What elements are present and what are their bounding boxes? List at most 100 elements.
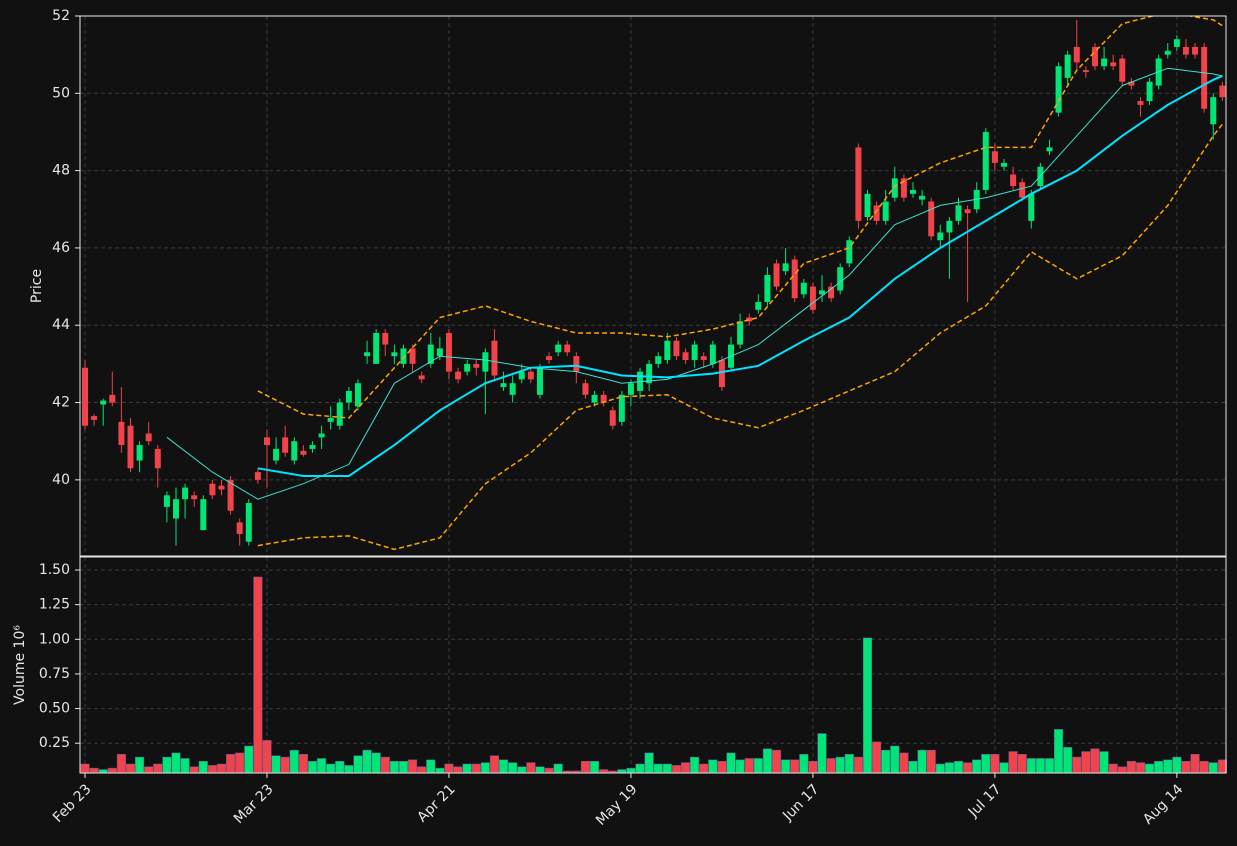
volume-bar xyxy=(926,749,936,774)
candle-body xyxy=(318,433,325,438)
candle-body xyxy=(1073,46,1080,63)
volume-bar xyxy=(872,741,882,774)
volume-bar xyxy=(153,763,163,774)
moving-average xyxy=(166,67,1223,500)
candle-body xyxy=(1201,46,1208,109)
candle-body xyxy=(1019,182,1026,198)
candle-body xyxy=(864,193,871,218)
volume-bar xyxy=(89,767,99,774)
volume-bar xyxy=(599,769,609,774)
volume-bar xyxy=(944,762,954,774)
volume-bar xyxy=(1145,763,1155,774)
volume-bar xyxy=(990,754,1000,774)
volume-bar xyxy=(180,758,190,774)
volume-bar xyxy=(744,758,754,774)
volume-bar xyxy=(1154,760,1164,774)
volume-bar xyxy=(253,576,263,774)
volume-bar xyxy=(1090,748,1100,774)
volume-bar xyxy=(580,760,590,774)
candle-body xyxy=(582,383,589,395)
volume-bar xyxy=(644,752,654,774)
candle-body xyxy=(227,479,234,511)
volume-bar xyxy=(1099,751,1109,774)
y-axis-label: Price xyxy=(29,269,45,303)
candle-body xyxy=(937,232,944,241)
volume-bar xyxy=(753,758,763,774)
candle-body xyxy=(791,259,798,299)
y-tick-label: 0.25 xyxy=(39,735,70,751)
volume-bar xyxy=(1017,754,1027,774)
y-tick-label: 42 xyxy=(52,395,70,411)
volume-bar xyxy=(353,755,363,774)
volume-bar xyxy=(853,756,863,774)
volume-bar xyxy=(189,766,199,774)
candle-body xyxy=(518,371,525,380)
candle-body xyxy=(354,383,361,407)
candle-body xyxy=(991,151,998,163)
volume-bar xyxy=(226,754,236,774)
candle-body xyxy=(209,483,216,496)
volume-bar xyxy=(135,756,145,774)
candle-body xyxy=(245,503,252,542)
candle-body xyxy=(455,371,462,380)
volume-bar xyxy=(1163,759,1173,774)
candle-body xyxy=(1055,66,1062,113)
candle-body xyxy=(91,416,98,420)
volume-bar xyxy=(362,749,372,774)
candle-body xyxy=(837,267,844,291)
volume-bar xyxy=(508,762,518,774)
candle-body xyxy=(555,344,562,353)
y-tick-label: 0.75 xyxy=(39,666,70,682)
volume-bar xyxy=(808,760,818,774)
bollinger-band xyxy=(257,123,1223,551)
volume-bar xyxy=(762,748,772,774)
candle-body xyxy=(464,363,471,372)
candle-body xyxy=(664,340,671,361)
volume-bar xyxy=(526,762,536,774)
y-tick-label: 50 xyxy=(52,85,70,101)
volume-bar xyxy=(471,763,481,774)
volume-bar xyxy=(1063,747,1073,774)
candle-body xyxy=(782,263,789,272)
candle-body xyxy=(536,367,543,395)
volume-bar xyxy=(817,733,827,774)
volume-bar xyxy=(398,760,409,774)
volume-bar xyxy=(1108,763,1118,774)
volume-bar xyxy=(1126,760,1136,774)
volume-bar xyxy=(553,763,563,774)
candle-body xyxy=(1110,62,1117,67)
volume-bar xyxy=(981,754,991,774)
candle-body xyxy=(755,302,762,310)
candle-body xyxy=(1173,39,1180,47)
volume-bar xyxy=(298,754,308,774)
volume-bar xyxy=(371,752,381,774)
volume-bar xyxy=(726,752,736,774)
candle-body xyxy=(964,209,971,214)
candle-body xyxy=(500,383,507,388)
candle-body xyxy=(1091,46,1098,67)
candle-body xyxy=(800,282,807,295)
candle-body xyxy=(291,441,298,461)
volume-bar xyxy=(453,766,463,774)
volume-bar xyxy=(1199,760,1209,774)
volume-bar xyxy=(1026,758,1036,774)
candle-body xyxy=(1146,81,1153,102)
candle-body xyxy=(327,418,334,422)
candle-body xyxy=(1046,147,1053,152)
volume-bar xyxy=(1117,766,1127,774)
candle-body xyxy=(855,147,862,221)
candle-body xyxy=(828,286,835,299)
volume-bar xyxy=(480,762,490,774)
candle-body xyxy=(400,348,407,364)
volume-bar xyxy=(326,763,336,774)
candle-body xyxy=(564,344,571,353)
volume-bar xyxy=(307,760,318,774)
candle-body xyxy=(254,472,261,480)
candle-body xyxy=(172,499,179,519)
candle-body xyxy=(882,201,889,221)
candle-body xyxy=(482,352,489,372)
candle-body xyxy=(473,363,480,368)
candle-body xyxy=(873,205,880,221)
candle-body xyxy=(373,332,380,364)
volume-bar xyxy=(198,760,208,774)
